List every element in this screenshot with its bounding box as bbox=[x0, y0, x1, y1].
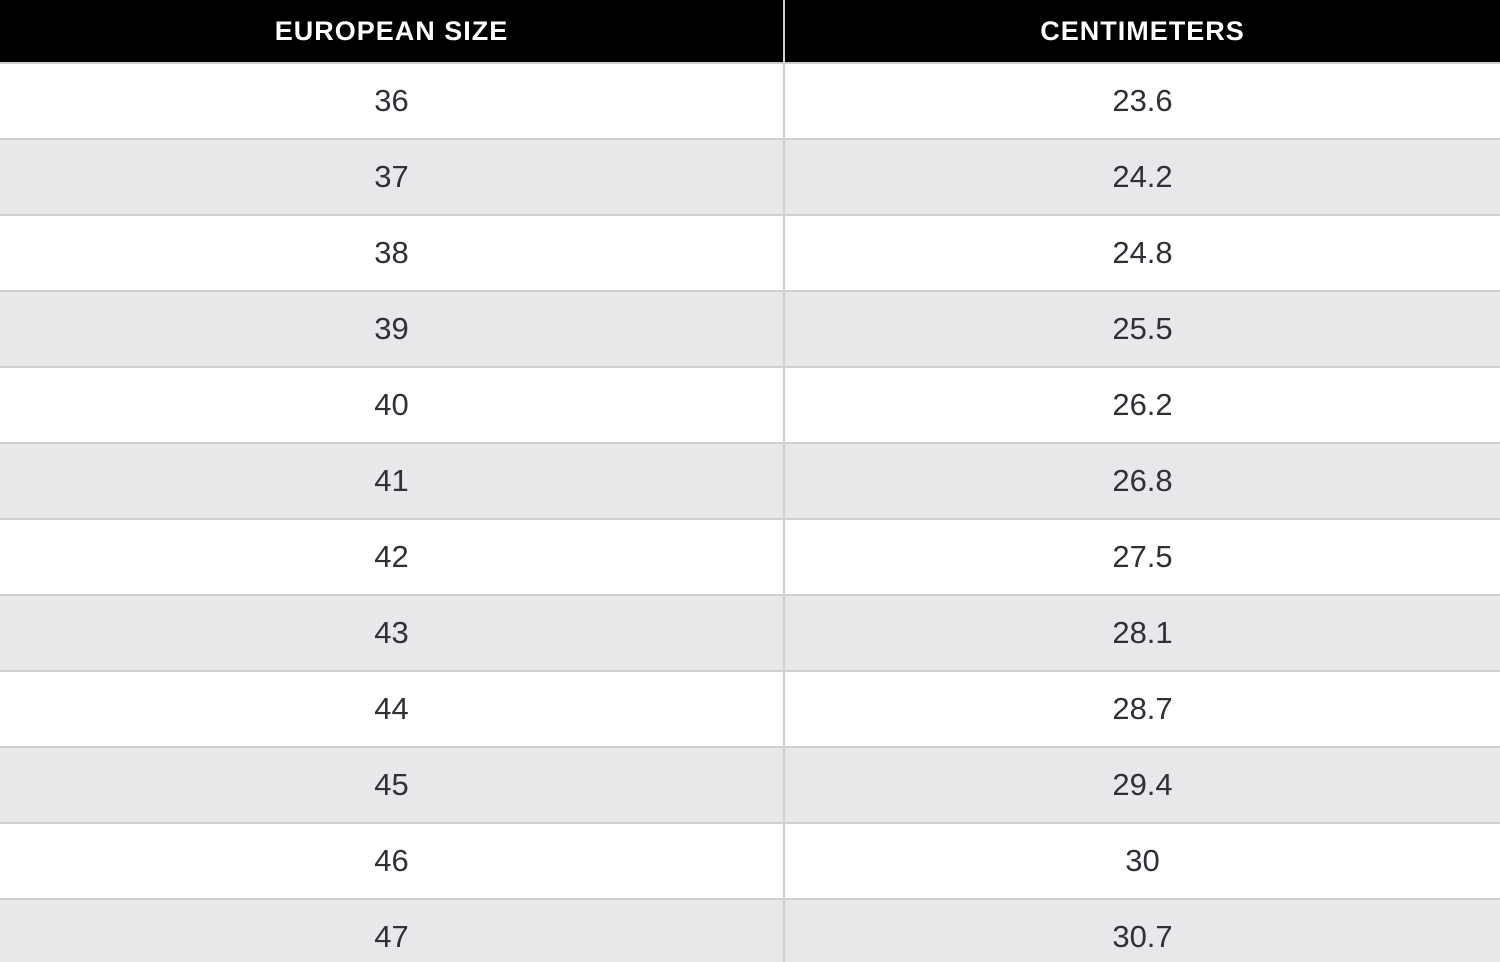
cm-cell: 28.1 bbox=[1112, 615, 1173, 650]
table-row: 40 26.2 bbox=[0, 366, 1500, 442]
size-cell: 39 bbox=[0, 292, 785, 366]
size-cell: 41 bbox=[0, 444, 785, 518]
size-cell: 43 bbox=[0, 596, 785, 670]
table-row: 47 30.7 bbox=[0, 898, 1500, 962]
size-cell: 36 bbox=[0, 64, 785, 138]
cm-cell: 25.5 bbox=[1112, 311, 1173, 346]
size-cell: 47 bbox=[0, 900, 785, 962]
table-row: 41 26.8 bbox=[0, 442, 1500, 518]
cm-cell: 23.6 bbox=[1112, 83, 1173, 118]
size-cell: 37 bbox=[0, 140, 785, 214]
table-row: 45 29.4 bbox=[0, 746, 1500, 822]
cm-cell: 24.2 bbox=[1112, 159, 1173, 194]
size-cell: 45 bbox=[0, 748, 785, 822]
cm-cell: 30.7 bbox=[1112, 919, 1173, 954]
table-row: 44 28.7 bbox=[0, 670, 1500, 746]
cm-cell: 26.8 bbox=[1112, 463, 1173, 498]
table-row: 43 28.1 bbox=[0, 594, 1500, 670]
cm-cell: 26.2 bbox=[1112, 387, 1173, 422]
size-cell: 44 bbox=[0, 672, 785, 746]
table-row: 42 27.5 bbox=[0, 518, 1500, 594]
size-cell: 46 bbox=[0, 824, 785, 898]
header-cell-centimeters: CENTIMETERS bbox=[1040, 15, 1245, 46]
table-row: 36 23.6 bbox=[0, 62, 1500, 138]
cm-cell: 30 bbox=[1125, 843, 1160, 878]
cm-cell: 29.4 bbox=[1112, 767, 1173, 802]
size-cell: 38 bbox=[0, 216, 785, 290]
cm-cell: 27.5 bbox=[1112, 539, 1173, 574]
table-row: 46 30 bbox=[0, 822, 1500, 898]
cm-cell: 28.7 bbox=[1112, 691, 1173, 726]
table-header: EUROPEAN SIZE CENTIMETERS bbox=[0, 0, 1500, 62]
size-cell: 42 bbox=[0, 520, 785, 594]
table-row: 37 24.2 bbox=[0, 138, 1500, 214]
cm-cell: 24.8 bbox=[1112, 235, 1173, 270]
size-cell: 40 bbox=[0, 368, 785, 442]
table-row: 38 24.8 bbox=[0, 214, 1500, 290]
header-cell-european-size: EUROPEAN SIZE bbox=[0, 0, 785, 62]
table-row: 39 25.5 bbox=[0, 290, 1500, 366]
